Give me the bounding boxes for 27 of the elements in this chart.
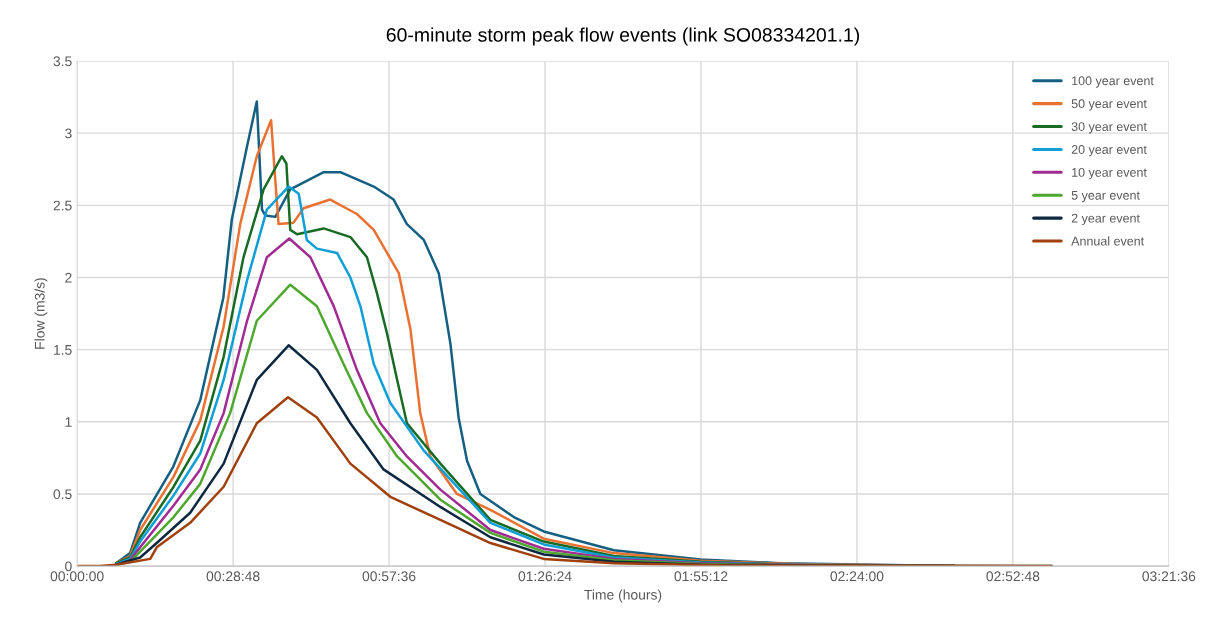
legend-label: Annual event bbox=[1071, 236, 1145, 246]
y-tick-label: 1 bbox=[65, 417, 72, 427]
x-tick-label: 02:24:00 bbox=[830, 571, 884, 582]
y-tick-label: 1.5 bbox=[54, 345, 72, 355]
x-tick-label: 00:57:36 bbox=[362, 571, 416, 582]
x-tick-label: 00:28:48 bbox=[206, 571, 260, 582]
legend-label: 20 year event bbox=[1071, 145, 1147, 157]
x-tick-label: 03:21:36 bbox=[1142, 571, 1196, 582]
legend-label: 50 year event bbox=[1071, 99, 1147, 111]
y-tick-label: 3 bbox=[65, 128, 72, 139]
y-tick-label: 2 bbox=[65, 272, 72, 283]
y-tick-label: 0.5 bbox=[53, 489, 72, 500]
y-tick-label: 3.5 bbox=[53, 56, 72, 67]
legend-label: 5 year event bbox=[1071, 190, 1140, 203]
y-tick-label: 0 bbox=[65, 561, 72, 572]
x-tick-label: 00:00:00 bbox=[50, 571, 104, 582]
y-axis-title: Flow (m3/s) bbox=[34, 278, 48, 349]
x-tick-label: 01:55:12 bbox=[674, 571, 728, 582]
legend-label: 2 year event bbox=[1071, 213, 1140, 226]
x-tick-label: 02:52:48 bbox=[986, 571, 1040, 582]
legend-label: 30 year event bbox=[1071, 122, 1147, 134]
legend-label: 100 year event bbox=[1072, 76, 1154, 88]
x-axis-title: Time (hours) bbox=[584, 589, 662, 603]
legend-label: 10 year event bbox=[1072, 167, 1147, 180]
x-tick-label: 01:26:24 bbox=[518, 571, 572, 582]
chart-title: 60-minute storm peak flow events (link SO08334201.1) bbox=[386, 27, 860, 46]
y-tick-label: 2.5 bbox=[53, 200, 72, 211]
